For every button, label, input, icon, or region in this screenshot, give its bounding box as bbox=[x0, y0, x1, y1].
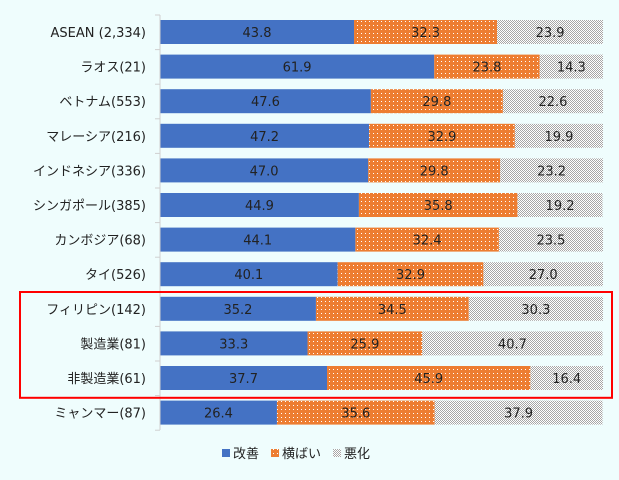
category-label: シンガポール(385) bbox=[33, 199, 146, 214]
bar-segment bbox=[160, 227, 356, 252]
category-label: ミャンマー(87) bbox=[54, 407, 146, 422]
data-label: 47.0 bbox=[250, 164, 279, 179]
category-label: マレーシア(216) bbox=[46, 130, 146, 145]
category-label: 非製造業(61) bbox=[67, 371, 146, 387]
category-label: タイ(526) bbox=[85, 268, 146, 283]
data-label: 45.9 bbox=[414, 372, 443, 387]
legend: 改善 横ばい 悪化 bbox=[222, 446, 370, 462]
data-label: 23.2 bbox=[537, 164, 566, 179]
bar-segment bbox=[370, 89, 503, 114]
data-label: 47.6 bbox=[251, 95, 280, 110]
bar-segment bbox=[160, 20, 355, 44]
data-label: 23.8 bbox=[472, 61, 501, 76]
bar-segment bbox=[369, 123, 515, 148]
bar-segment bbox=[358, 193, 518, 217]
bar-segment bbox=[368, 158, 501, 183]
data-label: 27.0 bbox=[529, 268, 558, 283]
bar-segment bbox=[517, 193, 603, 217]
bar-segment bbox=[160, 262, 338, 287]
category-label: 製造業(81) bbox=[80, 336, 146, 352]
data-label: 32.3 bbox=[411, 26, 440, 41]
data-label: 35.2 bbox=[223, 303, 252, 318]
data-label: 19.2 bbox=[546, 199, 575, 214]
data-label: 37.9 bbox=[504, 407, 533, 422]
data-label: 32.9 bbox=[396, 268, 425, 283]
data-label: 44.1 bbox=[243, 234, 272, 249]
bar-segment bbox=[483, 262, 603, 287]
highlight-rect bbox=[19, 291, 613, 399]
bar-segment bbox=[468, 296, 603, 321]
category-label: ASEAN (2,334) bbox=[51, 26, 146, 41]
bar-segment bbox=[337, 262, 484, 287]
legend-label: 悪化 bbox=[344, 447, 370, 462]
bar-segment bbox=[307, 331, 423, 356]
data-label: 32.4 bbox=[413, 234, 442, 249]
bar-segment bbox=[160, 400, 277, 425]
bar-segment bbox=[530, 366, 603, 390]
y-axis bbox=[155, 14, 161, 431]
category-label: カンボジア(68) bbox=[54, 234, 146, 249]
data-label: 19.9 bbox=[544, 130, 573, 145]
bar-segment bbox=[160, 331, 308, 356]
bar-segment bbox=[500, 158, 603, 183]
highlight-box bbox=[19, 291, 613, 399]
data-label: 25.9 bbox=[350, 337, 379, 352]
bar-segment bbox=[160, 193, 359, 217]
data-label: 16.4 bbox=[552, 372, 581, 387]
data-label: 35.8 bbox=[424, 199, 453, 214]
bar-segment bbox=[160, 89, 371, 114]
data-label: 33.3 bbox=[219, 337, 248, 352]
bar-segment bbox=[327, 366, 531, 390]
legend-label: 改善 bbox=[233, 446, 259, 462]
data-label: 30.3 bbox=[521, 303, 550, 318]
data-label: 43.8 bbox=[243, 26, 272, 41]
bar-segment bbox=[502, 89, 603, 114]
data-label: 22.6 bbox=[538, 95, 567, 110]
data-label: 44.9 bbox=[245, 199, 274, 214]
bars-group: 43.8 32.3 23.9 61.9 23.8 14.3 47.6 29.8 22.6 47.2… bbox=[160, 20, 603, 425]
bar-segment bbox=[354, 20, 498, 44]
data-label: 40.1 bbox=[234, 268, 263, 283]
bar-segment bbox=[355, 227, 499, 252]
data-label: 29.8 bbox=[420, 164, 449, 179]
bar-segment bbox=[160, 158, 369, 183]
data-label: 34.5 bbox=[378, 303, 407, 318]
bar-segment bbox=[434, 54, 540, 79]
legend-label: 横ばい bbox=[282, 447, 321, 462]
bar-segment bbox=[434, 400, 603, 425]
category-label: ベトナム(553) bbox=[59, 95, 146, 110]
legend-swatch bbox=[271, 449, 280, 457]
category-label: ラオス(21) bbox=[80, 61, 146, 76]
data-label: 61.9 bbox=[283, 61, 312, 76]
data-label: 47.2 bbox=[250, 130, 279, 145]
bar-segment bbox=[539, 54, 603, 79]
bar-segment bbox=[160, 54, 435, 79]
data-label: 26.4 bbox=[204, 407, 233, 422]
data-label: 32.9 bbox=[427, 130, 456, 145]
bar-segment bbox=[160, 123, 370, 148]
bar-segment bbox=[160, 366, 328, 390]
bar-segment bbox=[422, 331, 603, 356]
bar-segment bbox=[276, 400, 435, 425]
bar-segment bbox=[497, 20, 603, 44]
bar-segment bbox=[160, 296, 316, 321]
legend-swatch bbox=[222, 449, 230, 457]
data-label: 23.5 bbox=[536, 234, 565, 249]
data-label: 14.3 bbox=[557, 61, 586, 76]
category-labels: ASEAN (2,334) ラオス(21) ベトナム(553) マレーシア(216) イ… bbox=[33, 26, 146, 422]
bar-segment bbox=[498, 227, 603, 252]
category-label: インドネシア(336) bbox=[33, 164, 146, 179]
data-label: 35.6 bbox=[341, 407, 370, 422]
data-label: 37.7 bbox=[229, 372, 258, 387]
legend-swatch bbox=[333, 449, 342, 457]
bar-segment bbox=[514, 123, 603, 148]
data-label: 29.8 bbox=[422, 95, 451, 110]
data-label: 23.9 bbox=[536, 26, 565, 41]
data-label: 40.7 bbox=[498, 337, 527, 352]
category-label: フィリピン(142) bbox=[46, 303, 146, 318]
bar-segment bbox=[315, 296, 469, 321]
